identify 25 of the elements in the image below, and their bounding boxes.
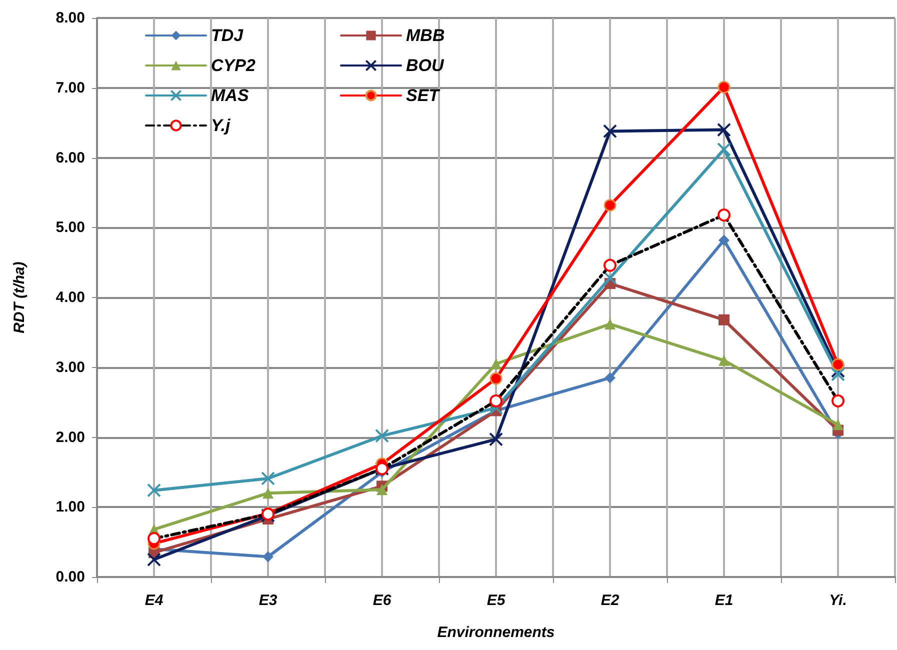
y-tick-label: 2.00 — [56, 428, 85, 446]
x-tick-label: E3 — [258, 592, 278, 609]
y-tick-label: 6.00 — [56, 149, 85, 166]
legend-label: MBB — [406, 26, 445, 45]
legend-label: CYP2 — [211, 56, 256, 75]
x-tick-label: E5 — [486, 592, 506, 609]
y-tick-label: 4.00 — [56, 289, 85, 306]
y-tick-label: 3.00 — [56, 358, 85, 376]
y-tick-label: 7.00 — [56, 79, 85, 96]
y-tick-label: 5.00 — [56, 219, 85, 236]
legend-label: MAS — [211, 86, 250, 105]
y-tick-label: 8.00 — [56, 10, 85, 26]
x-tick-label: E6 — [372, 592, 392, 609]
y-axis-title: RDT (t/ha) — [11, 262, 28, 334]
x-axis-title: Environnements — [437, 624, 555, 641]
y-tick-label: 0.00 — [56, 568, 85, 586]
legend-label: Y.j — [211, 116, 232, 135]
legend-label: SET — [406, 86, 441, 105]
legend-label: BOU — [406, 56, 444, 75]
x-tick-label: E1 — [714, 592, 734, 609]
y-tick-label: 1.00 — [56, 498, 85, 516]
x-tick-label: E4 — [144, 592, 164, 609]
x-tick-label: E2 — [600, 592, 620, 609]
legend-label: TDJ — [211, 26, 244, 45]
x-tick-label: Yi. — [829, 592, 847, 609]
